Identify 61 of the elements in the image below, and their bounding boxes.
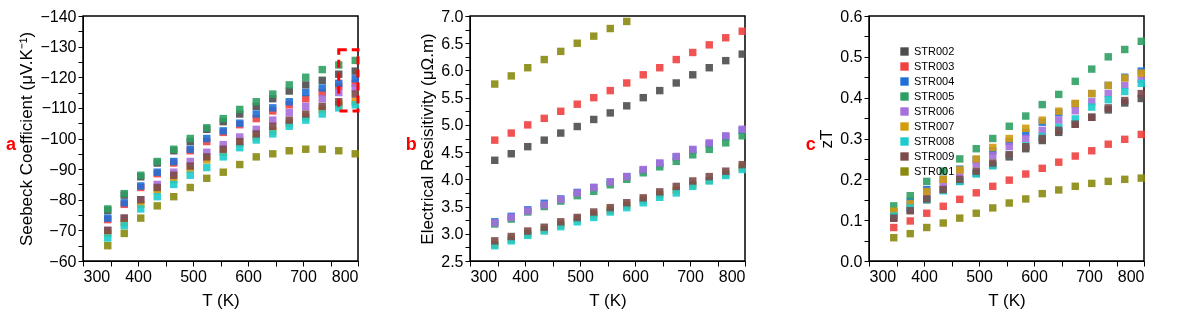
x-tick-label: 700 xyxy=(290,267,317,285)
y-tick-label: −140 xyxy=(40,7,77,25)
y-tick-label: −60 xyxy=(49,252,77,270)
y-tick-label: 0.3 xyxy=(840,130,863,147)
x-tick-label: 300 xyxy=(869,267,897,285)
legend-label: STR005 xyxy=(914,89,955,102)
y-tick-label: 4.5 xyxy=(441,143,464,161)
x-axis-title: T (K) xyxy=(202,290,240,310)
legend-label: STR004 xyxy=(914,74,955,87)
y-tick-label: 7.0 xyxy=(441,7,464,25)
y-tick-label: −130 xyxy=(40,38,77,56)
legend-label: STR002 xyxy=(914,44,955,57)
y-tick-label: 5.0 xyxy=(441,116,464,134)
x-tick-label: 400 xyxy=(911,267,938,285)
legend-label: STR009 xyxy=(914,149,955,162)
y-tick-label: 6.5 xyxy=(441,34,464,52)
y-tick-label: 3.5 xyxy=(441,198,464,216)
y-tick-label: −90 xyxy=(49,160,77,178)
y-tick-label: −120 xyxy=(40,68,77,86)
y-tick-label: 2.5 xyxy=(441,252,464,270)
x-tick-label: 500 xyxy=(567,267,594,285)
x-tick-label: 500 xyxy=(966,267,993,285)
x-tick-label: 600 xyxy=(235,267,262,285)
x-tick-label: 600 xyxy=(622,267,649,285)
x-tick-label: 300 xyxy=(83,267,111,285)
y-tick-label: 5.5 xyxy=(441,89,464,107)
y-tick-label: 0.4 xyxy=(840,89,863,107)
x-tick-label: 800 xyxy=(718,267,746,285)
y-tick-label: −80 xyxy=(49,191,77,209)
x-tick-label: 700 xyxy=(1076,267,1103,285)
x-tick-label: 500 xyxy=(180,267,207,285)
y-tick-label: −70 xyxy=(49,221,77,239)
y-tick-label: 0.5 xyxy=(840,48,863,66)
text: c xyxy=(805,134,816,154)
x-tick-label: 800 xyxy=(1117,267,1145,285)
legend-label: STR007 xyxy=(914,119,955,132)
y-tick-label: −100 xyxy=(40,130,77,147)
x-tick-label: 400 xyxy=(512,267,539,285)
text: a xyxy=(5,134,17,154)
legend-label: STR003 xyxy=(914,59,955,72)
x-tick-label: 400 xyxy=(125,267,152,285)
y-tick-label: 0.1 xyxy=(840,211,863,229)
x-axis-title: T (K) xyxy=(988,290,1026,310)
legend-label: STR006 xyxy=(914,104,955,117)
y-axis-title: Electrical Resisitivity (μΩ.m) xyxy=(418,33,438,245)
y-tick-label: 3.0 xyxy=(441,225,464,243)
x-tick-label: 300 xyxy=(470,267,498,285)
y-tick-label: −110 xyxy=(41,99,77,117)
x-tick-label: 800 xyxy=(331,267,359,285)
x-tick-label: 700 xyxy=(677,267,704,285)
y-tick-label: 6.0 xyxy=(441,61,464,79)
text: b xyxy=(405,134,417,154)
y-tick-label: 0.0 xyxy=(840,252,863,270)
x-tick-label: 600 xyxy=(1021,267,1048,285)
y-tick-label: 4.0 xyxy=(441,170,464,188)
y-tick-label: 0.6 xyxy=(840,7,863,25)
y-tick-label: 0.2 xyxy=(840,170,863,188)
y-axis-title: zT xyxy=(817,129,837,149)
legend-label: STR008 xyxy=(914,134,955,147)
x-axis-title: T (K) xyxy=(589,290,627,310)
y-axis-title: Seebeck Coefficient (μV.K⁻¹) xyxy=(17,31,37,247)
